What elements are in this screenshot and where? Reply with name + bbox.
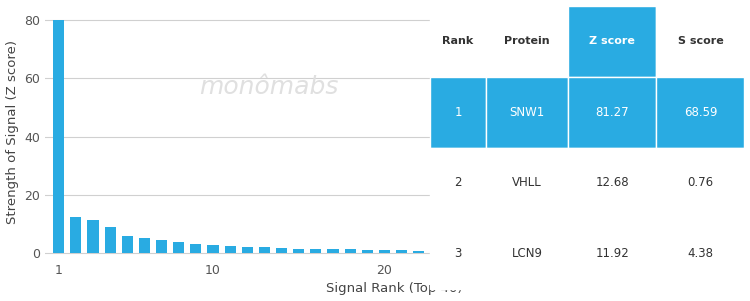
Text: VHLL: VHLL: [512, 176, 542, 190]
Bar: [550, 252, 562, 253]
Text: 11.92: 11.92: [596, 247, 629, 260]
Bar: [139, 238, 150, 253]
Bar: [482, 251, 493, 253]
Text: 0.76: 0.76: [687, 176, 713, 190]
Text: 81.27: 81.27: [596, 106, 629, 119]
Bar: [293, 249, 304, 253]
Bar: [276, 248, 287, 253]
Bar: [722, 252, 733, 253]
Bar: [499, 251, 510, 253]
Bar: [568, 252, 578, 253]
Bar: [208, 245, 218, 253]
Bar: [448, 251, 458, 253]
Bar: [104, 227, 116, 253]
Text: Z score: Z score: [590, 36, 635, 46]
Bar: [173, 242, 184, 253]
Bar: [464, 251, 476, 253]
Bar: [396, 250, 407, 253]
Bar: [70, 217, 82, 253]
X-axis label: Signal Rank (Top 40): Signal Rank (Top 40): [326, 282, 463, 296]
Bar: [413, 250, 424, 253]
Text: 12.68: 12.68: [596, 176, 629, 190]
Text: 1: 1: [454, 106, 462, 119]
Text: Protein: Protein: [505, 36, 550, 46]
Bar: [379, 250, 390, 253]
Text: SNW1: SNW1: [510, 106, 545, 119]
Text: monômabs: monômabs: [199, 75, 338, 99]
Bar: [430, 251, 442, 253]
Bar: [190, 244, 202, 253]
Text: LCN9: LCN9: [512, 247, 543, 260]
Text: 3: 3: [454, 247, 462, 260]
Bar: [619, 252, 630, 253]
Bar: [259, 247, 270, 253]
Bar: [242, 247, 253, 253]
Bar: [88, 220, 98, 253]
Text: S score: S score: [677, 36, 723, 46]
Bar: [670, 252, 682, 253]
Bar: [122, 236, 133, 253]
Bar: [688, 252, 698, 253]
Bar: [224, 246, 236, 253]
Bar: [53, 20, 64, 253]
Y-axis label: Strength of Signal (Z score): Strength of Signal (Z score): [5, 40, 19, 224]
Bar: [328, 249, 338, 253]
Bar: [602, 252, 613, 253]
Bar: [704, 252, 716, 253]
Bar: [362, 250, 373, 253]
Bar: [516, 251, 527, 253]
Bar: [310, 249, 322, 253]
Bar: [636, 252, 647, 253]
Bar: [344, 250, 355, 253]
Text: 4.38: 4.38: [688, 247, 713, 260]
Bar: [156, 240, 167, 253]
Text: Rank: Rank: [442, 36, 474, 46]
Bar: [653, 252, 664, 253]
Bar: [533, 252, 544, 253]
Text: 2: 2: [454, 176, 462, 190]
Text: 68.59: 68.59: [684, 106, 717, 119]
Bar: [584, 252, 596, 253]
